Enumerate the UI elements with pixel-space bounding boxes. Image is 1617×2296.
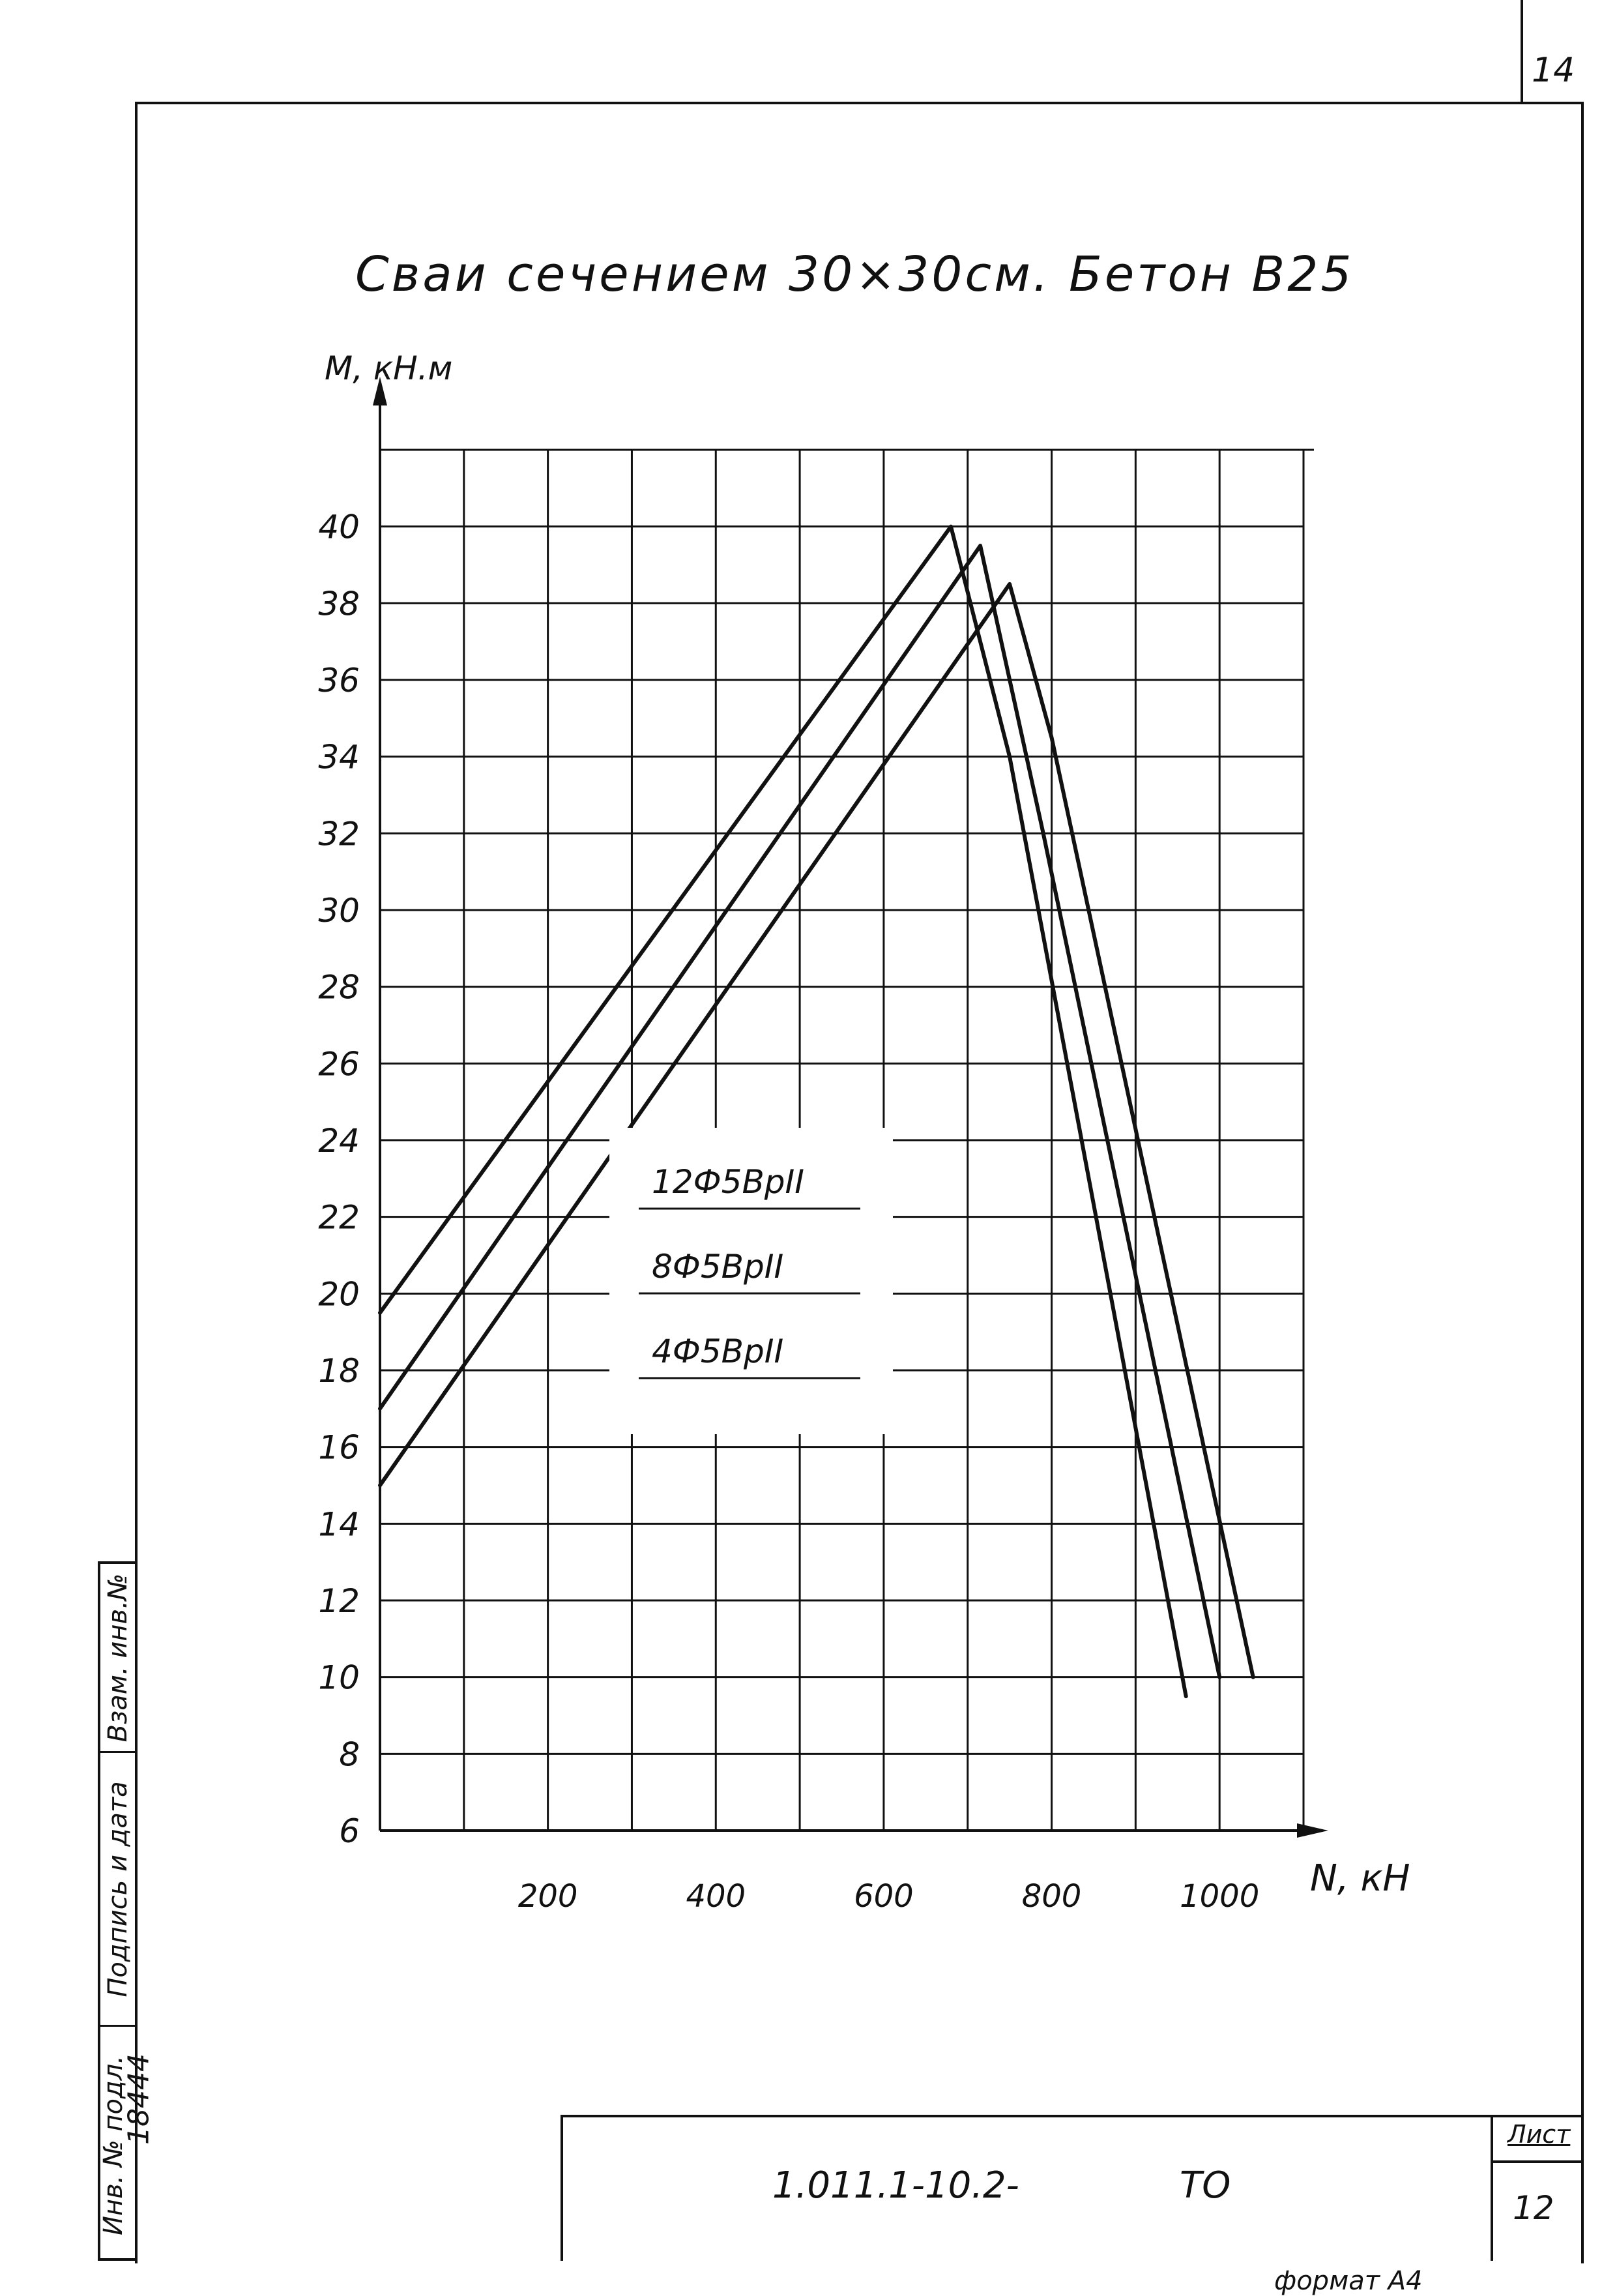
series-line-1 xyxy=(378,524,1188,1699)
title-block xyxy=(561,2115,1581,2261)
tick-layer: 6 8 10 12 14 16 18 20 22 24 26 28 30 32 34 36 38 40 200 400… xyxy=(318,508,1259,1915)
side-stamp: Взам. инв.№ Подпись и дата Инв. № подл. xyxy=(98,1561,135,2261)
y-tick-label: 32 xyxy=(318,815,360,853)
stamp-replacement-label: Взам. инв.№ xyxy=(102,1573,133,1742)
x-tick-label: 200 xyxy=(518,1878,578,1915)
y-tick-label: 8 xyxy=(339,1735,360,1773)
y-axis-label: М, кН.м xyxy=(325,349,452,387)
chart-title: Сваи сечением 30×30см. Бетон В25 xyxy=(355,246,1354,302)
legend-entry-label: 8Ф5ВрII xyxy=(652,1248,783,1286)
x-tick-label: 600 xyxy=(854,1878,914,1915)
sheet-cell: Лист 12 xyxy=(1491,2115,1581,2261)
stamp-inventory-box: 18444 xyxy=(116,1995,162,2203)
x-tick-label: 400 xyxy=(686,1878,746,1915)
series-layer xyxy=(378,524,1255,1699)
stamp-cell-replacement: Взам. инв.№ xyxy=(100,1564,135,1753)
x-tick-label: 800 xyxy=(1022,1878,1082,1915)
x-axis-arrow xyxy=(1297,1823,1328,1838)
y-tick-label: 38 xyxy=(318,585,360,623)
y-tick-label: 34 xyxy=(318,739,360,776)
legend-box xyxy=(609,1128,893,1434)
stamp-signature-label: Подпись и дата xyxy=(102,1780,133,1997)
y-tick-label: 28 xyxy=(318,969,360,1007)
series-line-3 xyxy=(378,581,1255,1679)
y-tick-label: 36 xyxy=(318,662,360,699)
axis-layer: М, кН.м N, кН xyxy=(325,349,1410,1900)
y-tick-label: 14 xyxy=(318,1505,360,1543)
y-tick-label: 12 xyxy=(318,1582,360,1620)
page-corner-line xyxy=(1521,0,1523,104)
document-code: 1.011.1-10.2- xyxy=(772,2164,1019,2207)
y-tick-label: 18 xyxy=(318,1352,360,1390)
stamp-cell-signature: Подпись и дата xyxy=(100,1753,135,2027)
sheet-label: Лист xyxy=(1508,2120,1571,2149)
y-tick-label: 22 xyxy=(318,1199,360,1237)
grid-layer xyxy=(380,449,1314,1831)
sheet-number: 12 xyxy=(1513,2189,1554,2227)
series-line-2 xyxy=(378,544,1222,1679)
y-tick-label: 10 xyxy=(318,1659,360,1697)
y-tick-label: 20 xyxy=(318,1275,360,1313)
sheet-frame xyxy=(135,102,1584,2263)
sheet-cell-divider xyxy=(1493,2160,1581,2163)
y-tick-label: 40 xyxy=(318,508,360,546)
y-tick-label: 6 xyxy=(339,1812,360,1850)
format-label: формат А4 xyxy=(1274,2266,1423,2296)
y-tick-label: 30 xyxy=(318,892,360,930)
y-tick-label: 24 xyxy=(318,1122,360,1160)
y-tick-label: 26 xyxy=(318,1045,360,1083)
y-tick-label: 16 xyxy=(318,1429,360,1467)
x-tick-label: 1000 xyxy=(1180,1878,1259,1915)
legend-layer: 12Ф5ВрII 8Ф5ВрII 4Ф5ВрII xyxy=(609,1128,893,1434)
legend-entry-label: 12Ф5ВрII xyxy=(652,1163,804,1201)
document-suffix: ТО xyxy=(1180,2164,1231,2207)
x-axis-label: N, кН xyxy=(1310,1857,1410,1900)
inventory-number: 18444 xyxy=(122,2053,156,2145)
page-number: 14 xyxy=(1532,51,1575,90)
legend-entry-label: 4Ф5ВрII xyxy=(652,1332,783,1370)
y-axis-arrow xyxy=(373,377,387,405)
